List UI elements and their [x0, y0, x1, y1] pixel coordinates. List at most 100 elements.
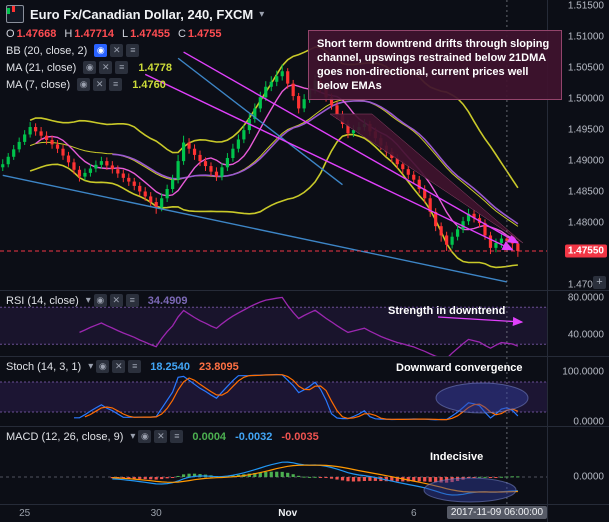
axis-label: 100.0000 — [562, 366, 604, 378]
indicator-row-ma21: MA (21, close) ◉ ✕ ≡ 1.4778 — [6, 61, 264, 74]
close-icon[interactable]: ✕ — [154, 430, 168, 443]
axis-label: 1.51500 — [567, 0, 604, 12]
macd-header: MACD (12, 26, close, 9) ▾ ◉ ✕ ≡ 0.0004 -… — [6, 430, 319, 443]
macd-title[interactable]: MACD (12, 26, close, 9) — [6, 430, 124, 443]
eye-icon[interactable]: ◉ — [138, 430, 152, 443]
ma7-line — [35, 83, 519, 244]
rsi-pane[interactable]: 80.0000 40.0000 RSI (14, close) ▾ ◉ ✕ ≡ 3… — [0, 291, 609, 357]
macd-axis[interactable]: 0.0000 — [547, 427, 609, 504]
axis-label: 40.0000 — [567, 329, 604, 341]
close-label: C — [177, 28, 186, 40]
axis-label: 1.47000 — [567, 279, 604, 291]
menu-icon[interactable]: ≡ — [125, 294, 139, 307]
open-label: O — [6, 28, 15, 40]
macd-pane[interactable]: 0.0000 MACD (12, 26, close, 9) ▾ ◉ ✕ ≡ 0… — [0, 427, 609, 505]
close-icon[interactable]: ✕ — [110, 44, 124, 57]
macd-chart-canvas[interactable] — [0, 427, 548, 504]
stoch-axis[interactable]: 100.0000 0.0000 — [547, 357, 609, 428]
channel-line-magenta-upper — [183, 51, 520, 244]
chevron-down-icon[interactable]: ▾ — [259, 8, 265, 20]
time-axis-label: 30 — [150, 508, 162, 519]
macd-annotation[interactable]: Indecisive — [430, 451, 484, 463]
stoch-header: Stoch (14, 3, 1) ▾ ◉ ✕ ≡ 18.2540 23.8095 — [6, 360, 239, 373]
highlight-ellipse — [423, 477, 517, 503]
callout-pointer — [329, 113, 524, 244]
rsi-value: 34.4909 — [147, 294, 188, 307]
ma21-value: 1.4778 — [138, 61, 172, 74]
eye-icon[interactable]: ◉ — [77, 78, 91, 91]
price-axis[interactable]: 1.51500 1.51000 1.50500 1.50000 1.49500 1.490… — [547, 0, 609, 291]
macd-signal-value: -0.0035 — [281, 430, 319, 443]
open-value: 1.47668 — [16, 28, 57, 40]
ma21-line — [112, 100, 519, 225]
stoch-pane[interactable]: 100.0000 0.0000 Stoch (14, 3, 1) ▾ ◉ ✕ ≡ … — [0, 357, 609, 428]
rsi-chart-canvas[interactable] — [0, 291, 548, 356]
axis-corner — [547, 505, 609, 522]
axis-label: 1.48500 — [567, 186, 604, 198]
time-axis-label: 6 — [410, 508, 417, 519]
indicator-label-ma21[interactable]: MA (21, close) — [6, 61, 77, 74]
close-icon[interactable]: ✕ — [112, 360, 126, 373]
eye-icon[interactable]: ◉ — [93, 294, 107, 307]
time-axis-label: 25 — [19, 508, 31, 519]
menu-icon[interactable]: ≡ — [170, 430, 184, 443]
ohlc-row: O 1.47668 H 1.47714 L 1.47455 C 1.4755 — [6, 28, 264, 40]
indicator-label-ma7[interactable]: MA (7, close) — [6, 78, 71, 91]
rsi-title[interactable]: RSI (14, close) — [6, 294, 79, 307]
chevron-down-icon[interactable]: ▾ — [85, 295, 91, 306]
plus-icon[interactable]: + — [593, 276, 606, 289]
main-price-pane[interactable]: 1.51500 1.51000 1.50500 1.50000 1.49500 1.490… — [0, 0, 609, 291]
rsi-line — [79, 296, 519, 356]
chevron-down-icon[interactable]: ▾ — [88, 361, 94, 372]
highlight-ellipse — [435, 382, 529, 414]
stoch-d-line — [84, 374, 519, 421]
symbol-title[interactable]: Euro Fx/Canadian Dollar, 240, FXCM — [30, 6, 254, 22]
close-icon[interactable]: ✕ — [99, 61, 113, 74]
menu-icon[interactable]: ≡ — [115, 61, 129, 74]
callout-note[interactable]: Short term downtrend drifts through slop… — [308, 30, 562, 101]
close-icon[interactable]: ✕ — [109, 294, 123, 307]
stoch-d-value: 23.8095 — [199, 360, 239, 373]
axis-label: 1.50500 — [567, 62, 604, 74]
stoch-title[interactable]: Stoch (14, 3, 1) — [6, 360, 82, 373]
axis-label: 80.0000 — [567, 292, 604, 304]
menu-icon[interactable]: ≡ — [126, 44, 140, 57]
rsi-annotation[interactable]: Strength in downtrend — [388, 305, 506, 317]
rsi-axis[interactable]: 80.0000 40.0000 — [547, 291, 609, 356]
stoch-chart-canvas[interactable] — [0, 357, 548, 426]
channel-line-cyan — [177, 57, 343, 186]
main-chart-canvas[interactable] — [0, 0, 548, 290]
support-trendline — [2, 174, 508, 283]
eye-icon[interactable]: ◉ — [96, 360, 110, 373]
axis-label: 0.0000 — [573, 416, 604, 428]
indicator-row-bb: BB (20, close, 2) ◉ ✕ ≡ — [6, 44, 264, 57]
time-axis[interactable]: 25 30 Nov 6 2017-11-09 06:00:00 — [0, 505, 609, 522]
macd-line-value: -0.0032 — [235, 430, 273, 443]
rsi-band — [0, 307, 548, 345]
close-value: 1.4755 — [187, 28, 222, 40]
menu-icon[interactable]: ≡ — [109, 78, 123, 91]
indicator-label-bb[interactable]: BB (20, close, 2) — [6, 44, 88, 57]
low-label: L — [122, 28, 129, 40]
axis-label: 1.48000 — [567, 217, 604, 229]
stoch-annotation[interactable]: Downward convergence — [396, 362, 523, 374]
instrument-logo-icon — [6, 5, 24, 23]
crosshair-time-label: 2017-11-09 06:00:00 — [446, 506, 548, 519]
chevron-down-icon[interactable]: ▾ — [130, 431, 136, 442]
indicator-row-ma7: MA (7, close) ◉ ✕ ≡ 1.4760 — [6, 78, 264, 91]
last-price-badge: 1.47550 — [564, 244, 607, 258]
high-value: 1.47714 — [74, 28, 115, 40]
eye-icon[interactable]: ◉ — [83, 61, 97, 74]
menu-icon[interactable]: ≡ — [128, 360, 142, 373]
axis-label: 1.51000 — [567, 31, 604, 43]
rsi-header: RSI (14, close) ▾ ◉ ✕ ≡ 34.4909 — [6, 294, 188, 307]
axis-label: 1.49000 — [567, 155, 604, 167]
trend-drawings — [2, 51, 520, 283]
close-icon[interactable]: ✕ — [93, 78, 107, 91]
ma7-value: 1.4760 — [132, 78, 166, 91]
chart-header: Euro Fx/Canadian Dollar, 240, FXCM ▾ O 1… — [6, 5, 264, 91]
eye-icon[interactable]: ◉ — [94, 44, 108, 57]
time-axis-label: Nov — [278, 508, 298, 519]
macd-hist-value: 0.0004 — [192, 430, 227, 443]
